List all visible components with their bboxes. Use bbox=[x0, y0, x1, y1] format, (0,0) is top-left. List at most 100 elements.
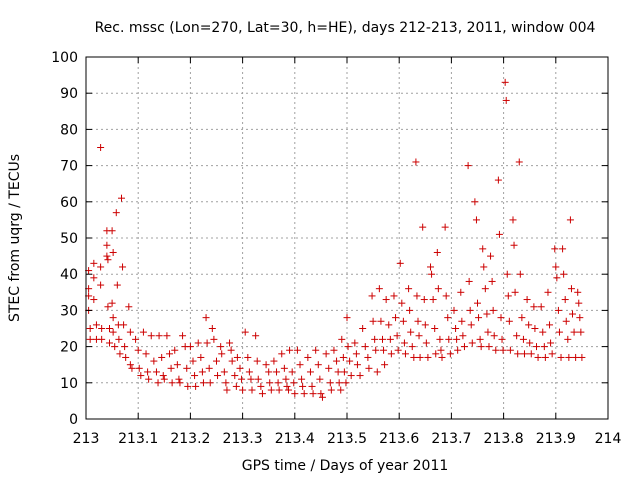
data-point bbox=[270, 357, 278, 365]
data-point bbox=[477, 343, 485, 351]
data-point bbox=[326, 379, 334, 387]
data-point bbox=[537, 303, 545, 311]
data-point bbox=[334, 368, 342, 376]
data-point bbox=[205, 364, 213, 372]
data-point bbox=[394, 346, 402, 354]
data-point bbox=[498, 335, 506, 343]
data-point bbox=[438, 353, 446, 361]
data-point bbox=[97, 263, 105, 271]
y-axis-label: STEC from uqrg / TECUs bbox=[7, 154, 23, 322]
chart-title: Rec. mssc (Lon=270, Lat=30, h=HE), days … bbox=[95, 20, 596, 36]
data-point bbox=[415, 332, 423, 340]
data-point bbox=[296, 361, 304, 369]
data-point bbox=[578, 353, 586, 361]
data-point bbox=[352, 350, 360, 358]
data-point bbox=[213, 357, 220, 365]
data-point bbox=[433, 248, 441, 256]
data-point bbox=[347, 372, 355, 380]
data-point bbox=[244, 353, 252, 361]
data-point bbox=[122, 353, 130, 361]
data-point bbox=[132, 335, 140, 343]
x-tick-label: 213.3 bbox=[223, 431, 263, 447]
data-point bbox=[202, 314, 210, 322]
data-point bbox=[559, 245, 567, 253]
data-point bbox=[554, 306, 562, 314]
y-tick-label: 70 bbox=[60, 159, 78, 175]
data-point bbox=[105, 325, 113, 332]
data-point bbox=[356, 372, 364, 380]
data-point bbox=[424, 353, 432, 361]
data-point bbox=[154, 379, 162, 387]
axis-ticks bbox=[85, 56, 609, 420]
y-tick-label: 40 bbox=[60, 267, 78, 283]
y-tick-labels: 0 10 20 30 40 50 60 70 80 90 100 bbox=[51, 50, 78, 428]
data-point bbox=[569, 310, 577, 318]
data-point bbox=[444, 314, 452, 322]
data-point bbox=[359, 325, 367, 332]
data-point bbox=[104, 303, 112, 311]
y-tick-label: 30 bbox=[60, 303, 78, 319]
data-point bbox=[432, 350, 440, 358]
data-point bbox=[541, 353, 549, 361]
data-point bbox=[450, 306, 458, 314]
data-point bbox=[325, 364, 333, 372]
data-point bbox=[471, 198, 479, 206]
data-point bbox=[454, 346, 462, 354]
data-point bbox=[344, 343, 352, 351]
data-point bbox=[547, 339, 555, 347]
data-point bbox=[275, 386, 283, 394]
y-tick-label: 80 bbox=[60, 122, 78, 138]
data-point bbox=[274, 379, 282, 387]
data-point bbox=[466, 306, 474, 314]
data-point bbox=[429, 296, 437, 304]
x-tick-label: 213.5 bbox=[327, 431, 367, 447]
data-point bbox=[176, 379, 184, 387]
data-point bbox=[562, 317, 570, 325]
data-point bbox=[419, 223, 427, 231]
data-point bbox=[401, 350, 409, 358]
data-point bbox=[525, 321, 533, 329]
data-point bbox=[252, 332, 260, 340]
data-point bbox=[465, 277, 473, 285]
data-point bbox=[516, 270, 524, 278]
data-point bbox=[308, 382, 316, 390]
data-point bbox=[343, 314, 351, 322]
data-point bbox=[375, 285, 383, 293]
data-point bbox=[109, 314, 117, 322]
data-point bbox=[501, 78, 509, 86]
data-point bbox=[509, 216, 517, 224]
data-point bbox=[98, 335, 106, 343]
data-point bbox=[576, 314, 584, 322]
data-point bbox=[314, 361, 322, 369]
data-point bbox=[393, 332, 401, 340]
data-point bbox=[445, 335, 453, 343]
data-point bbox=[546, 321, 554, 329]
data-point bbox=[369, 317, 377, 325]
data-point bbox=[290, 379, 298, 387]
data-point bbox=[245, 368, 253, 376]
x-tick-label: 213.4 bbox=[275, 431, 315, 447]
data-point bbox=[135, 364, 143, 372]
data-point bbox=[338, 335, 346, 343]
data-point bbox=[530, 303, 538, 311]
y-tick-label: 90 bbox=[60, 86, 78, 102]
data-point bbox=[189, 357, 197, 365]
data-point bbox=[381, 361, 389, 369]
data-point bbox=[232, 382, 240, 390]
data-point bbox=[490, 332, 498, 340]
data-point bbox=[206, 379, 214, 387]
data-point bbox=[298, 375, 306, 383]
x-tick-label: 213 bbox=[73, 431, 100, 447]
data-point bbox=[113, 281, 121, 289]
data-point bbox=[390, 292, 398, 300]
data-point bbox=[248, 386, 256, 394]
data-point bbox=[412, 158, 420, 166]
data-point bbox=[286, 346, 294, 354]
data-point bbox=[468, 339, 476, 347]
data-point bbox=[257, 382, 265, 390]
data-point bbox=[208, 325, 216, 332]
data-point bbox=[527, 350, 535, 358]
data-point bbox=[327, 386, 335, 394]
data-point bbox=[139, 328, 147, 336]
